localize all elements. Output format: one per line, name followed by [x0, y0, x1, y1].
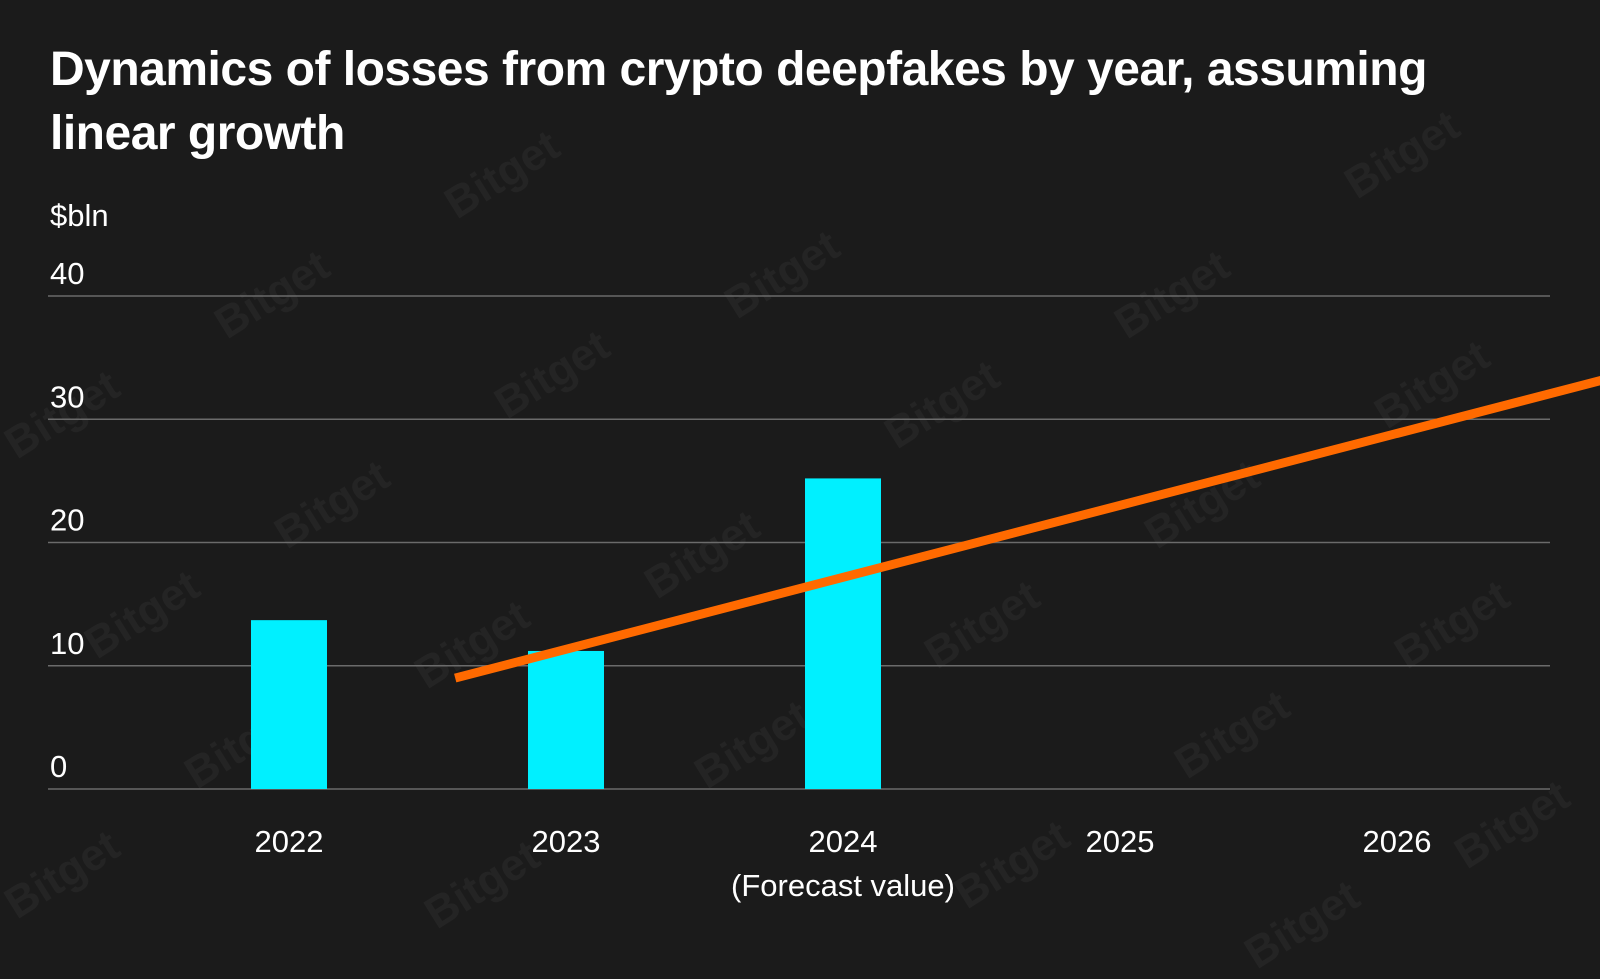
bar-2022	[251, 620, 327, 789]
y-tick-label: 30	[50, 379, 84, 414]
y-tick-label: 40	[50, 256, 84, 291]
x-tick-label: 2025	[1086, 824, 1155, 859]
y-axis-unit-label: $bln	[50, 198, 109, 233]
forecast-note: (Forecast value)	[731, 868, 955, 903]
y-tick-label: 0	[50, 749, 67, 784]
x-tick-label: 2023	[532, 824, 601, 859]
bar-2024	[805, 478, 881, 789]
x-tick-label: 2022	[255, 824, 324, 859]
bars	[251, 478, 881, 789]
trend-line	[454, 376, 1600, 683]
y-tick-label: 10	[50, 626, 84, 661]
trend-line-layer	[454, 376, 1600, 683]
x-tick-label: 2024	[809, 824, 878, 859]
y-tick-label: 20	[50, 503, 84, 538]
chart-title: Dynamics of losses from crypto deepfakes…	[50, 43, 1427, 160]
x-axis-ticks: 2022 2023 2024 2025 2026 (Forecast value)	[255, 824, 1432, 903]
bar-2023	[528, 650, 604, 789]
y-axis-ticks: 0 10 20 30 40	[50, 256, 84, 784]
x-tick-label: 2026	[1363, 824, 1432, 859]
